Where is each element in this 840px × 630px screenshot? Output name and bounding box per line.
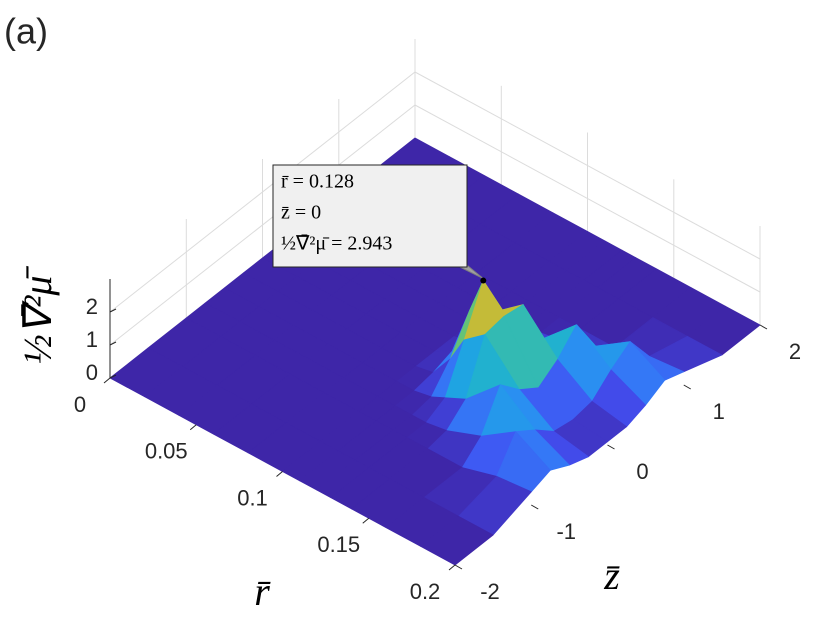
x-tick <box>276 471 283 477</box>
surface-cell <box>420 515 494 566</box>
x-tick-label: 0.1 <box>237 485 268 510</box>
z-tick <box>109 374 117 379</box>
y-tick <box>531 504 539 510</box>
y-tick-label: 0 <box>636 459 648 484</box>
x-tick-label: 0 <box>74 392 86 417</box>
y-tick-label: -1 <box>556 519 576 544</box>
x-tick-label: 0.05 <box>145 439 188 464</box>
x-tick <box>448 564 456 571</box>
y-tick-label: 2 <box>789 339 801 364</box>
z-tick-label: 0 <box>86 360 98 385</box>
y-tick <box>454 564 463 570</box>
x-axis-label: r̄ <box>254 569 271 614</box>
datatip-text: ½∇̄²μ̄ = 2.943 <box>281 233 392 255</box>
z-tick <box>109 308 117 313</box>
y-tick-label: -2 <box>480 579 500 604</box>
x-tick-label: 0.2 <box>410 579 441 604</box>
y-tick <box>683 384 691 390</box>
grid-line <box>109 104 761 346</box>
axes: 0 0.05 0.1 0.15 0.2 -2 -1 0 1 2 0 1 2 <box>74 279 801 604</box>
z-tick-label: 2 <box>86 294 98 319</box>
x-tick <box>362 517 370 524</box>
x-tick-label: 0.15 <box>317 532 360 557</box>
surface <box>109 137 761 566</box>
datatip-box <box>272 164 468 268</box>
y-tick <box>759 324 768 330</box>
datatip-text: r̄ = 0.128 <box>281 171 354 193</box>
x-tick <box>189 424 197 431</box>
x-tick <box>103 377 111 384</box>
panel-label: (a) <box>4 11 48 52</box>
datatip: r̄ = 0.128 z̄ = 0 ½∇̄²μ̄ = 2.943 <box>272 164 487 284</box>
grid-line <box>109 71 761 313</box>
y-tick-label: 1 <box>713 399 725 424</box>
datatip-text: z̄ = 0 <box>281 202 321 224</box>
z-axis-label: ½∇̄²μ̄ <box>15 266 60 365</box>
y-tick <box>607 444 615 450</box>
z-tick-label: 1 <box>86 327 98 352</box>
z-tick <box>109 341 117 346</box>
y-axis-label: z̄ <box>603 553 620 598</box>
datatip-marker <box>480 277 487 284</box>
